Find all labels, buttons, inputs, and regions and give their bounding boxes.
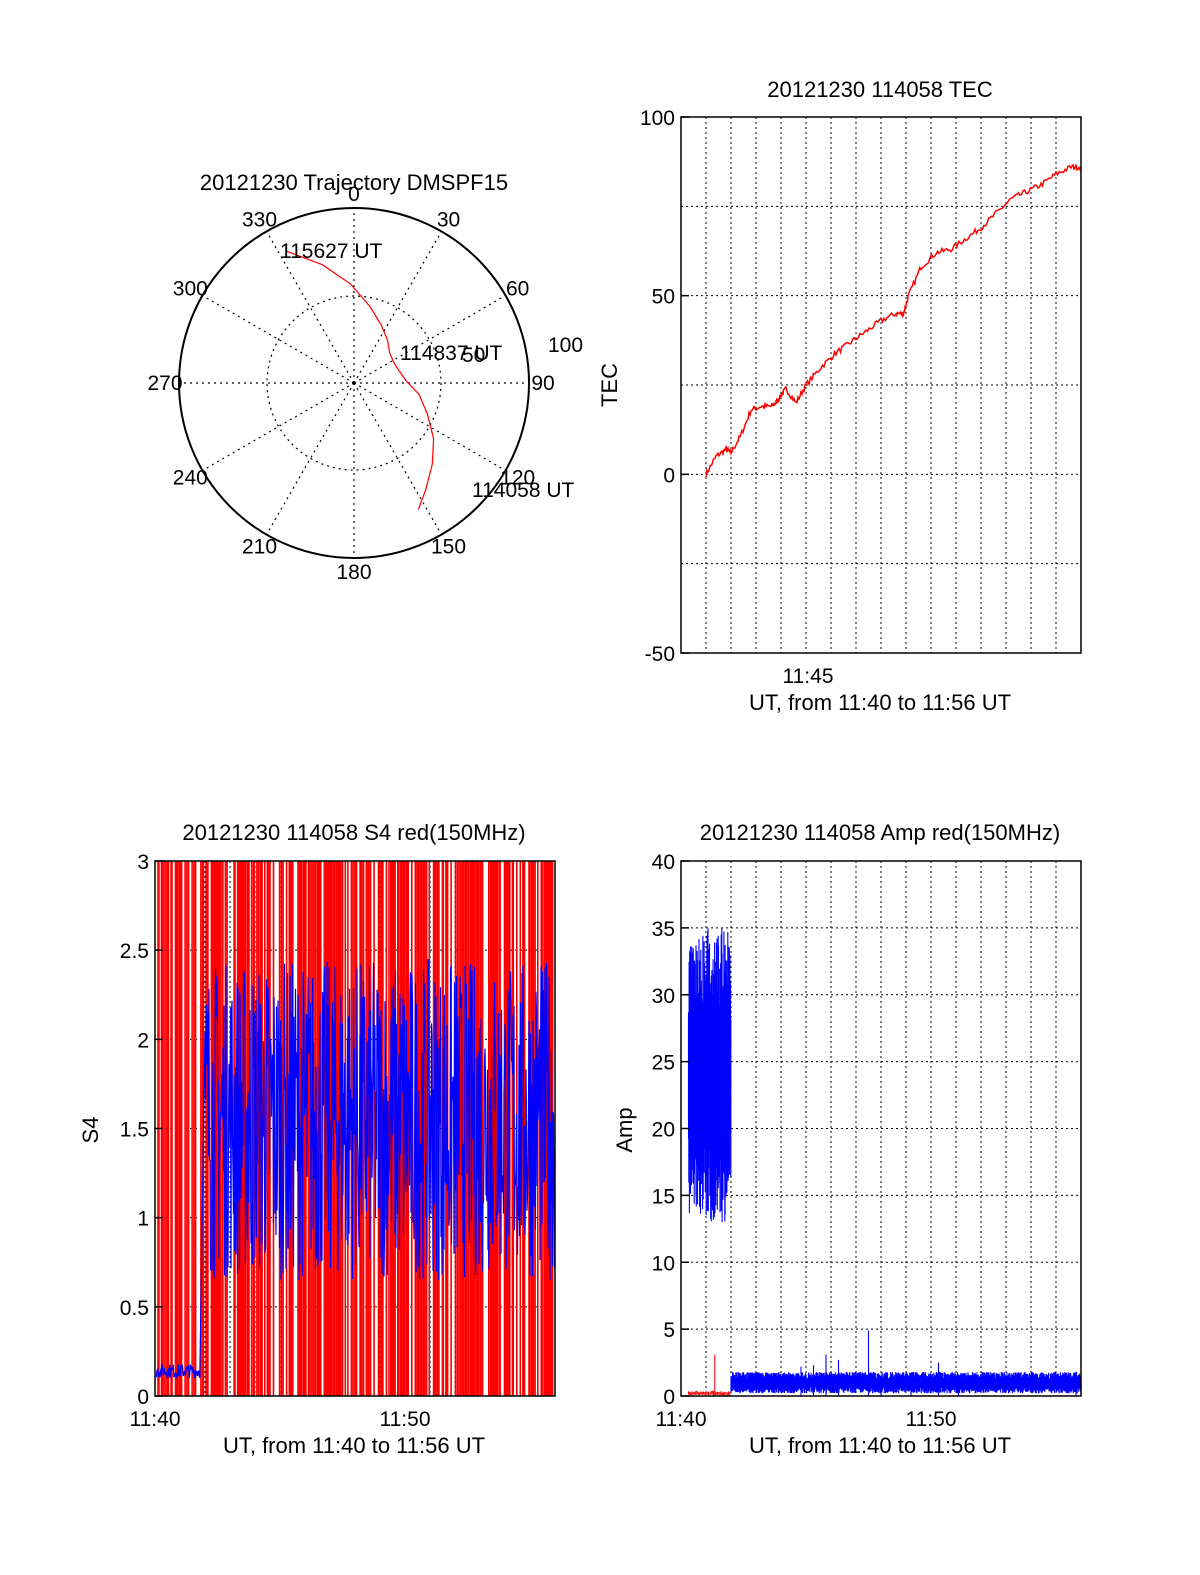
amp-blue-series	[687, 928, 1082, 1396]
polar-az-label-90: 90	[531, 372, 554, 395]
s4-panel: 20121230 114058 S4 red(150MHz) 0 0.5 1 1.5 2…	[78, 820, 556, 1458]
s4-y-ticks: 0 0.5 1 1.5 2 2.5 3	[120, 851, 163, 1409]
annotation-mid-time: 114837 UT	[400, 342, 503, 365]
tec-ytick-50: 50	[652, 286, 675, 309]
amp-ytick-10: 10	[652, 1252, 675, 1275]
s4-ytick-3: 3	[137, 851, 149, 874]
polar-az-label-210: 210	[242, 536, 277, 559]
tec-y-ticks: -50 0 50 100	[640, 107, 689, 666]
tec-series-line	[705, 163, 1082, 478]
polar-spoke-30	[353, 231, 443, 384]
polar-az-label-0: 0	[348, 183, 360, 206]
amp-panel: 20121230 114058 Amp red(150MHz) 0 5 10 15 20…	[612, 820, 1082, 1458]
amp-y-label: Amp	[612, 1107, 637, 1152]
s4-ytick-1.5: 1.5	[120, 1119, 149, 1142]
amp-ytick-25: 25	[652, 1052, 675, 1075]
s4-ytick-0.5: 0.5	[120, 1297, 149, 1320]
s4-x-label: UT, from 11:40 to 11:56 UT	[223, 1433, 485, 1458]
polar-az-label-150: 150	[431, 536, 466, 559]
polar-spoke-150	[353, 382, 443, 535]
s4-x-tick-1140: 11:40	[130, 1408, 181, 1431]
polar-az-label-60: 60	[506, 278, 529, 301]
tec-ytick-0: 0	[663, 464, 675, 487]
tec-ytick-100: 100	[640, 107, 675, 130]
amp-ytick-0: 0	[663, 1386, 675, 1409]
tec-x-tick-1145: 11:45	[783, 665, 834, 688]
tec-panel: 20121230 114058 TEC -50 0 50 100 11:45 UT, …	[597, 77, 1082, 715]
polar-az-label-180: 180	[336, 561, 371, 584]
amp-ytick-40: 40	[652, 851, 675, 874]
polar-spoke-240	[202, 382, 355, 472]
s4-title: 20121230 114058 S4 red(150MHz)	[182, 820, 525, 845]
polar-az-label-240: 240	[173, 467, 208, 490]
polar-az-label-300: 300	[173, 278, 208, 301]
tec-plot-frame	[680, 116, 1082, 654]
polar-az-label-270: 270	[147, 372, 182, 395]
polar-az-label-120: 120	[500, 467, 535, 490]
s4-ytick-1: 1	[137, 1208, 149, 1231]
polar-az-label-330: 330	[242, 208, 277, 231]
s4-x-tick-1150: 11:50	[380, 1408, 431, 1431]
polar-azimuth-labels: 0 30 60 90 120 150 180 210 240 270 300 330	[147, 183, 554, 584]
amp-x-tick-1140: 11:40	[656, 1408, 707, 1431]
amp-x-label: UT, from 11:40 to 11:56 UT	[749, 1433, 1011, 1458]
amp-ytick-5: 5	[663, 1319, 675, 1342]
amp-data	[687, 928, 1082, 1396]
polar-spoke-60	[353, 294, 506, 384]
s4-ytick-2: 2	[137, 1029, 149, 1052]
s4-ytick-0: 0	[137, 1386, 149, 1409]
tec-title: 20121230 114058 TEC	[767, 77, 993, 102]
amp-y-ticks: 0 5 10 15 20 25 30 35 40	[652, 851, 689, 1409]
amp-ytick-15: 15	[652, 1185, 675, 1208]
s4-blue-series	[155, 958, 556, 1379]
s4-y-label: S4	[78, 1117, 103, 1144]
trajectory-title: 20121230 Trajectory DMSPF15	[200, 170, 508, 195]
amp-ytick-30: 30	[652, 985, 675, 1008]
s4-ytick-2.5: 2.5	[120, 940, 149, 963]
s4-data	[155, 861, 556, 1396]
polar-elev-label-100: 100	[548, 334, 583, 357]
tec-y-label: TEC	[597, 363, 622, 407]
tec-ytick--50: -50	[645, 643, 675, 666]
tec-x-label: UT, from 11:40 to 11:56 UT	[749, 690, 1011, 715]
polar-elev-label-50: 50	[462, 344, 485, 367]
polar-elevation-circle	[266, 295, 442, 471]
polar-spoke-300	[202, 294, 355, 384]
polar-spoke-330	[265, 231, 355, 384]
annotation-end-time: 115627 UT	[280, 240, 383, 263]
annotation-start-time: 114058 UT	[472, 479, 575, 502]
trajectory-path	[286, 250, 435, 510]
amp-ytick-20: 20	[652, 1119, 675, 1142]
amp-grid	[681, 861, 1081, 1396]
amp-x-tick-1150: 11:50	[906, 1408, 957, 1431]
trajectory-panel: 20121230 Trajectory DMSPF15 0 30 60 90 120 15…	[147, 170, 583, 584]
tec-grid	[681, 117, 1081, 653]
amp-title: 20121230 114058 Amp red(150MHz)	[700, 820, 1060, 845]
polar-spokes	[179, 208, 529, 558]
polar-az-label-30: 30	[437, 208, 460, 231]
polar-spoke-210	[265, 382, 355, 535]
amp-ytick-35: 35	[652, 918, 675, 941]
amp-red-series	[687, 1354, 731, 1396]
polar-spoke-120	[353, 382, 506, 472]
